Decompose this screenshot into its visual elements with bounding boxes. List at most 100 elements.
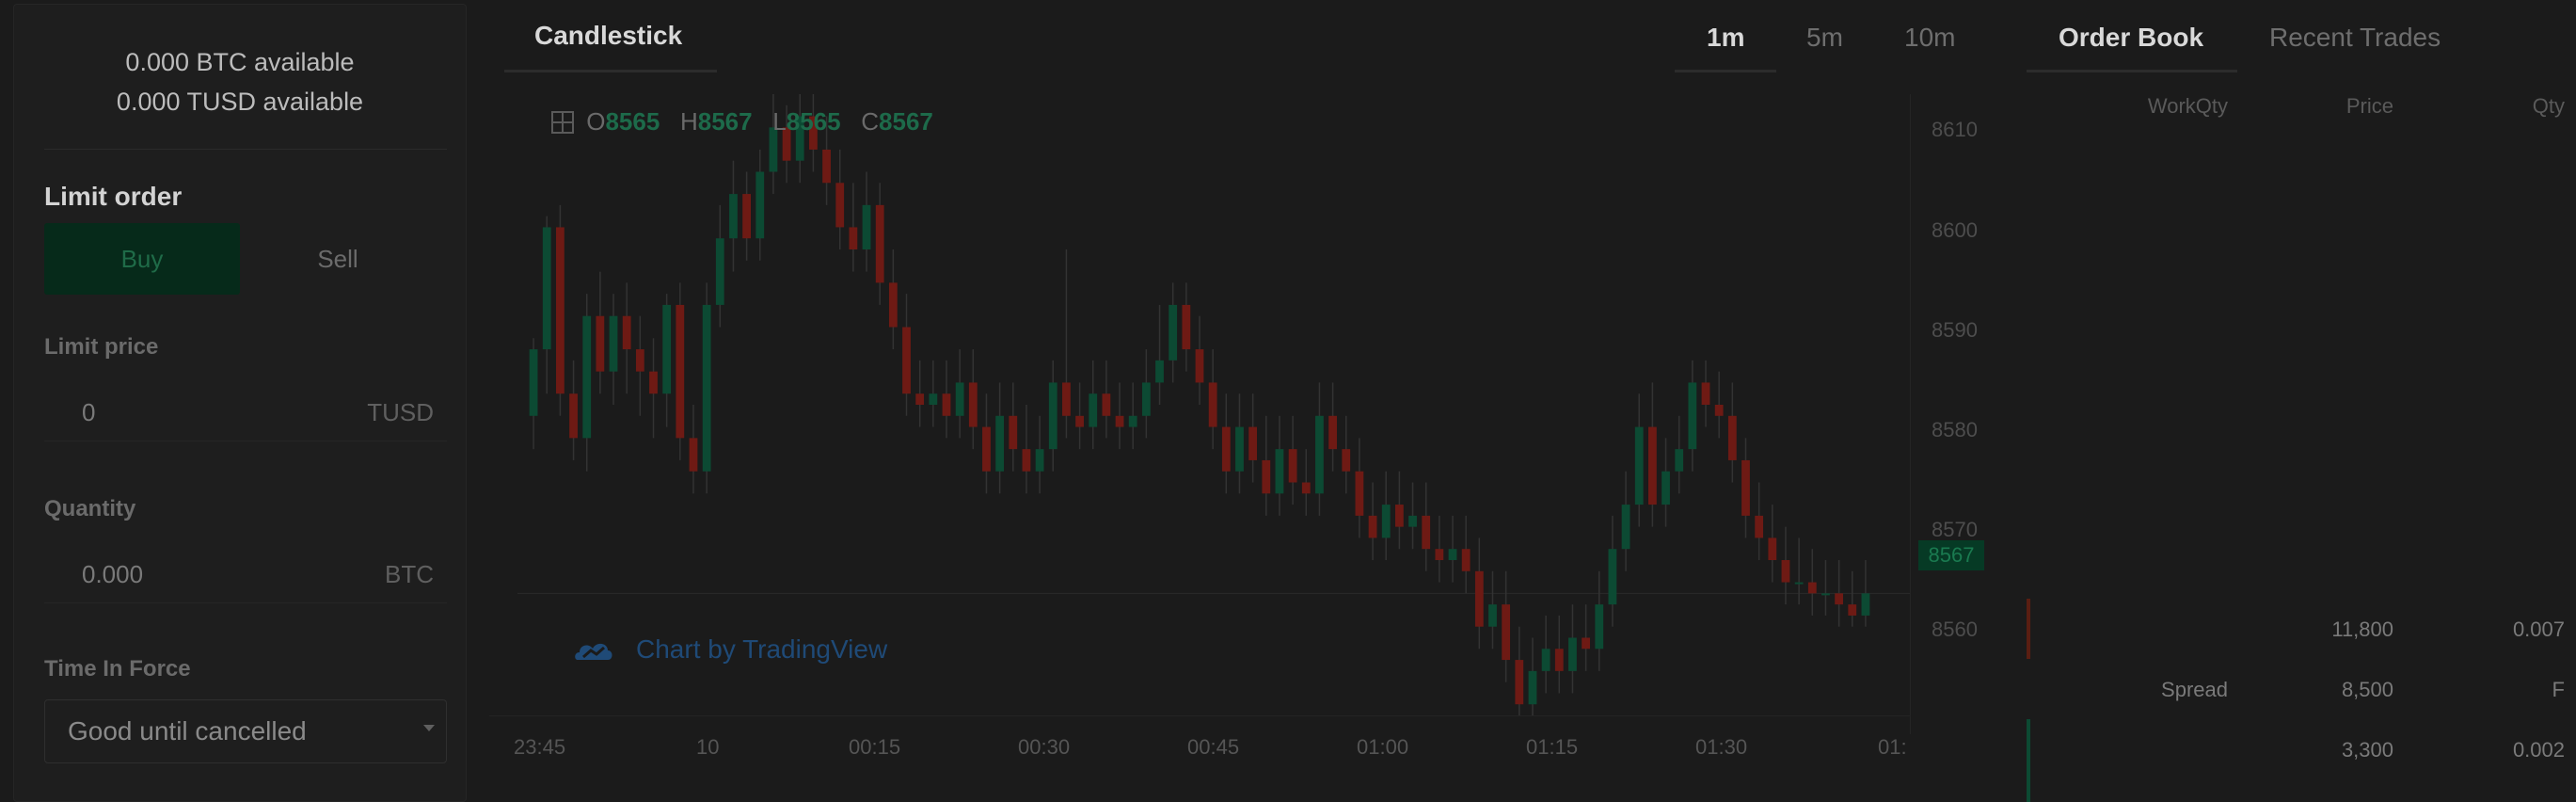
candle-body [1128, 415, 1137, 427]
tab-order-book[interactable]: Order Book [2059, 23, 2204, 52]
chart-panel: Candlestick 1m 5m 10m O8565 H8567 L8565 … [489, 0, 1995, 802]
candle [649, 338, 658, 439]
time-tick: 01: [1878, 735, 1907, 759]
interval-1m[interactable]: 1m [1707, 23, 1745, 52]
candle-body [915, 393, 925, 405]
quantity-value: 0.000 [82, 560, 144, 588]
quantity-input[interactable]: 0.000 BTC [44, 543, 447, 603]
interval-10m[interactable]: 10m [1904, 23, 1956, 52]
time-tick: 00:45 [1187, 735, 1240, 759]
candlestick-chart[interactable]: O8565 H8567 L8565 C8567 Chart by Trading… [517, 94, 1910, 715]
candle-body [1768, 537, 1777, 560]
depth-bar [2027, 719, 2030, 802]
candle-body [769, 127, 778, 172]
candle [995, 382, 1005, 494]
candle-body [1328, 415, 1337, 450]
candle-body [982, 426, 991, 472]
candle-body [1381, 505, 1391, 538]
candle [1515, 626, 1524, 715]
candle [1807, 549, 1817, 616]
candle [1502, 570, 1511, 682]
candle-body [1022, 449, 1031, 472]
price-axis: 8610 8600 8590 8580 8570 8560 8567 [1910, 94, 1995, 734]
quantity-label: Quantity [44, 496, 136, 521]
candle [1301, 449, 1311, 516]
sell-button[interactable]: Sell [317, 244, 358, 273]
candle [1035, 415, 1044, 494]
balances: 0.000 BTC available 0.000 TUSD available [14, 42, 466, 121]
tradingview-cloud-icon [575, 643, 612, 660]
buy-button[interactable]: Buy [44, 223, 240, 295]
price-tick: 8590 [1932, 318, 1978, 342]
candle [1328, 382, 1337, 472]
candle-body [929, 393, 938, 405]
row-qty: 0.007 [2512, 618, 2565, 641]
candle-body [1448, 549, 1457, 560]
candle-body [1301, 482, 1311, 494]
crosshair-icon[interactable] [551, 111, 574, 134]
tab-order-book-underline [2027, 70, 2237, 72]
time-tick: 10 [696, 735, 720, 759]
candle [782, 104, 791, 184]
candle-body [596, 315, 605, 372]
candle [1048, 360, 1057, 472]
book-row-ask[interactable]: 11,800 0.007 [2027, 599, 2565, 659]
candle [955, 349, 964, 439]
candle [676, 282, 685, 460]
book-row-bid[interactable]: 3,300 0.002 [2027, 719, 2565, 802]
tab-candlestick[interactable]: Candlestick [534, 21, 683, 50]
candle [1235, 393, 1244, 494]
divider [44, 149, 447, 150]
interval-5m[interactable]: 5m [1806, 23, 1843, 52]
candle [1688, 360, 1697, 472]
candle [1662, 438, 1670, 527]
interval-underline [1675, 70, 1776, 72]
candle [942, 360, 951, 439]
candle-body [1582, 637, 1590, 650]
candle [1089, 360, 1098, 450]
btc-balance: 0.000 BTC available [125, 48, 355, 76]
time-in-force-label: Time In Force [44, 656, 191, 682]
candle [1582, 604, 1590, 671]
time-tick: 01:15 [1526, 735, 1579, 759]
candle [809, 94, 818, 172]
candle-body [1474, 570, 1484, 627]
candle [1755, 482, 1764, 560]
side-toggle: Buy Sell [44, 223, 436, 295]
candle [1169, 282, 1178, 383]
candle [875, 183, 884, 305]
candle [929, 360, 938, 427]
tradingview-credit[interactable]: Chart by TradingView [574, 634, 887, 665]
candle-body [1821, 593, 1830, 596]
candle-body [1048, 382, 1057, 450]
candle [1009, 382, 1018, 472]
tradingview-credit-text: Chart by TradingView [636, 634, 888, 664]
candle-body [1394, 505, 1404, 527]
time-in-force-select[interactable]: Good until cancelled [44, 699, 447, 763]
limit-price-label: Limit price [44, 334, 159, 360]
header-price: Price [2345, 94, 2393, 118]
candle-body [1714, 405, 1724, 416]
row-price: 3,300 [2341, 738, 2393, 762]
candle [556, 204, 564, 416]
candle-body [955, 382, 964, 416]
candle-body [782, 127, 791, 161]
candle [1155, 304, 1164, 405]
candle [1821, 560, 1830, 616]
candle-body [1794, 582, 1804, 585]
candle [755, 149, 765, 261]
candle-body [649, 371, 658, 394]
candle [1714, 371, 1724, 439]
limit-price-input[interactable]: 0 TUSD [44, 381, 447, 441]
candle-body [1502, 604, 1511, 661]
candle [596, 271, 605, 394]
candle-body [1315, 415, 1324, 494]
candle [1701, 360, 1710, 427]
candle-body [835, 183, 845, 228]
candle [1394, 471, 1404, 550]
candle-body [556, 227, 564, 394]
candle [888, 249, 898, 350]
tab-recent-trades[interactable]: Recent Trades [2269, 23, 2441, 52]
candle [1541, 615, 1550, 694]
time-tick: 00:30 [1018, 735, 1071, 759]
